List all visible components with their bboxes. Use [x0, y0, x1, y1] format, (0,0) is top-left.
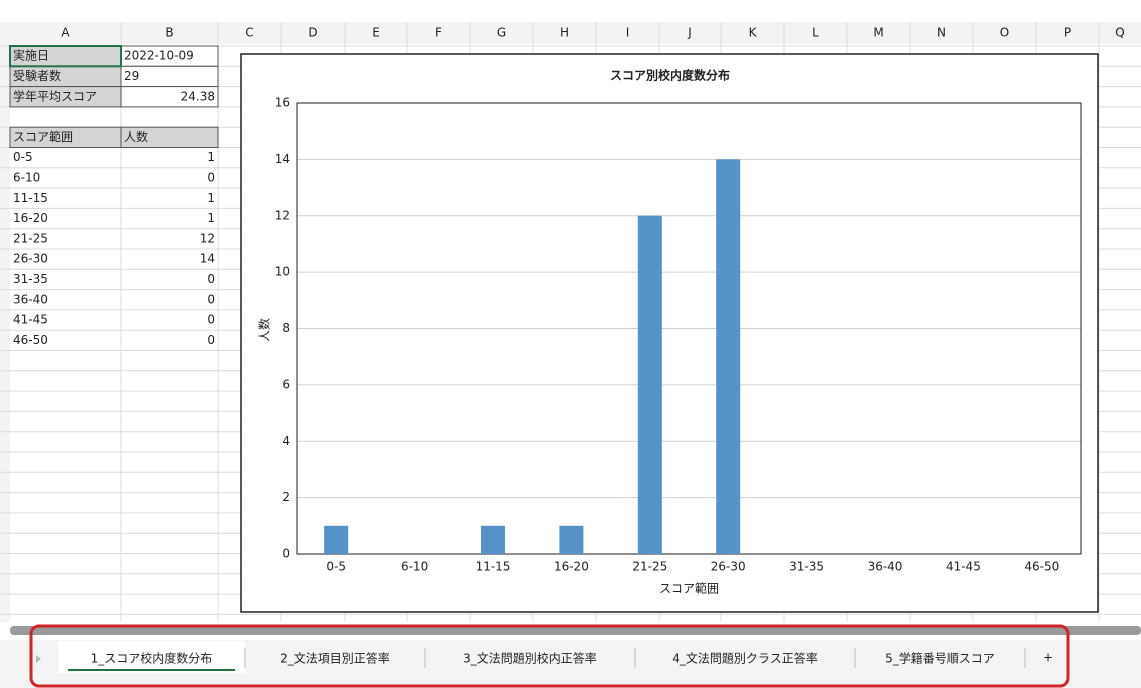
bar — [324, 525, 349, 554]
chart-title: スコア別校内度数分布 — [610, 68, 730, 83]
range-cell: 36-40 — [13, 292, 48, 306]
column-header: I — [626, 26, 630, 40]
sheet-tab[interactable]: 2_文法項目別正答率 — [280, 651, 390, 666]
cell-value: 29 — [124, 69, 139, 83]
range-cell: 41-45 — [13, 313, 48, 327]
range-cell: 11-15 — [13, 191, 48, 205]
count-cell: 12 — [200, 231, 215, 245]
table-header: 人数 — [124, 129, 148, 144]
range-cell: 6-10 — [13, 170, 40, 184]
column-header-bar — [0, 22, 1141, 44]
x-axis-label: スコア範囲 — [659, 581, 719, 596]
chart-area — [240, 53, 1099, 613]
count-cell: 14 — [200, 252, 215, 266]
column-header: D — [308, 26, 317, 40]
active-tab[interactable] — [58, 641, 245, 673]
column-header: K — [749, 26, 758, 40]
x-tick-label: 16-20 — [554, 560, 589, 574]
x-tick-label: 6-10 — [401, 560, 428, 574]
range-cell: 21-25 — [13, 231, 48, 245]
selected-cell — [9, 45, 122, 68]
y-tick-label: 12 — [275, 208, 290, 222]
cell-value: 24.38 — [181, 89, 215, 103]
count-cell: 0 — [207, 333, 215, 347]
sheet-tab[interactable]: 1_スコア校内度数分布 — [91, 651, 213, 666]
x-tick-label: 21-25 — [632, 560, 667, 574]
cell-label: 実施日 — [13, 48, 49, 63]
count-cell: 0 — [207, 272, 215, 286]
x-tick-label: 36-40 — [868, 560, 903, 574]
row-header-bar — [0, 22, 10, 622]
bar — [559, 525, 584, 554]
range-cell: 0-5 — [13, 150, 33, 164]
sheet-tab[interactable]: 3_文法問題別校内正答率 — [463, 651, 597, 666]
column-header: L — [812, 26, 819, 40]
range-cell: 46-50 — [13, 333, 48, 347]
range-cell: 31-35 — [13, 272, 48, 286]
bar — [716, 159, 741, 554]
x-tick-label: 46-50 — [1024, 560, 1059, 574]
count-cell: 1 — [207, 150, 215, 164]
y-tick-label: 16 — [275, 96, 290, 110]
column-header: E — [372, 26, 380, 40]
cell — [120, 86, 219, 108]
highlight-box — [29, 624, 1070, 688]
x-tick-label: 0-5 — [326, 560, 346, 574]
bar — [481, 525, 505, 554]
cell — [120, 126, 219, 148]
column-header: C — [245, 26, 253, 40]
count-cell: 1 — [207, 211, 215, 225]
x-tick-label: 26-30 — [711, 560, 746, 574]
bar — [637, 215, 662, 554]
cell-value: 2022-10-09 — [124, 49, 194, 63]
column-header: O — [1000, 26, 1009, 40]
column-header: M — [873, 26, 883, 40]
column-header: G — [497, 26, 506, 40]
column-header: F — [435, 26, 442, 40]
tab-scroll-arrow[interactable] — [36, 655, 41, 663]
plot-frame — [296, 102, 1082, 555]
y-tick-label: 2 — [282, 490, 290, 504]
x-tick-label: 11-15 — [476, 560, 511, 574]
count-cell: 0 — [207, 292, 215, 306]
table-header: スコア範囲 — [13, 129, 73, 144]
horizontal-scrollbar[interactable] — [10, 626, 1141, 635]
column-header: H — [560, 26, 569, 40]
y-tick-label: 14 — [275, 152, 290, 166]
count-cell: 0 — [207, 170, 215, 184]
y-axis-label: 人数 — [257, 318, 272, 342]
y-tick-label: 0 — [282, 547, 290, 561]
cell-label: 学年平均スコア — [13, 88, 97, 103]
column-header: Q — [1115, 26, 1124, 40]
range-cell: 16-20 — [13, 211, 48, 225]
y-tick-label: 8 — [282, 321, 290, 335]
x-tick-label: 41-45 — [946, 560, 981, 574]
y-tick-label: 6 — [282, 377, 290, 391]
sheet-tab[interactable]: 5_学籍番号順スコア — [885, 651, 995, 666]
count-cell: 0 — [207, 313, 215, 327]
column-header: A — [61, 26, 70, 40]
x-tick-label: 31-35 — [789, 560, 824, 574]
range-cell: 26-30 — [13, 252, 48, 266]
column-header: J — [687, 26, 692, 40]
column-header: P — [1064, 26, 1071, 40]
count-cell: 1 — [207, 191, 215, 205]
sheet-tab[interactable]: 4_文法問題別クラス正答率 — [672, 651, 817, 666]
column-header: B — [165, 26, 173, 40]
y-tick-label: 10 — [275, 265, 290, 279]
add-tab-button[interactable]: + — [1043, 651, 1053, 665]
column-header: N — [937, 26, 946, 40]
y-tick-label: 4 — [282, 434, 290, 448]
cell-label: 受験者数 — [13, 68, 61, 83]
